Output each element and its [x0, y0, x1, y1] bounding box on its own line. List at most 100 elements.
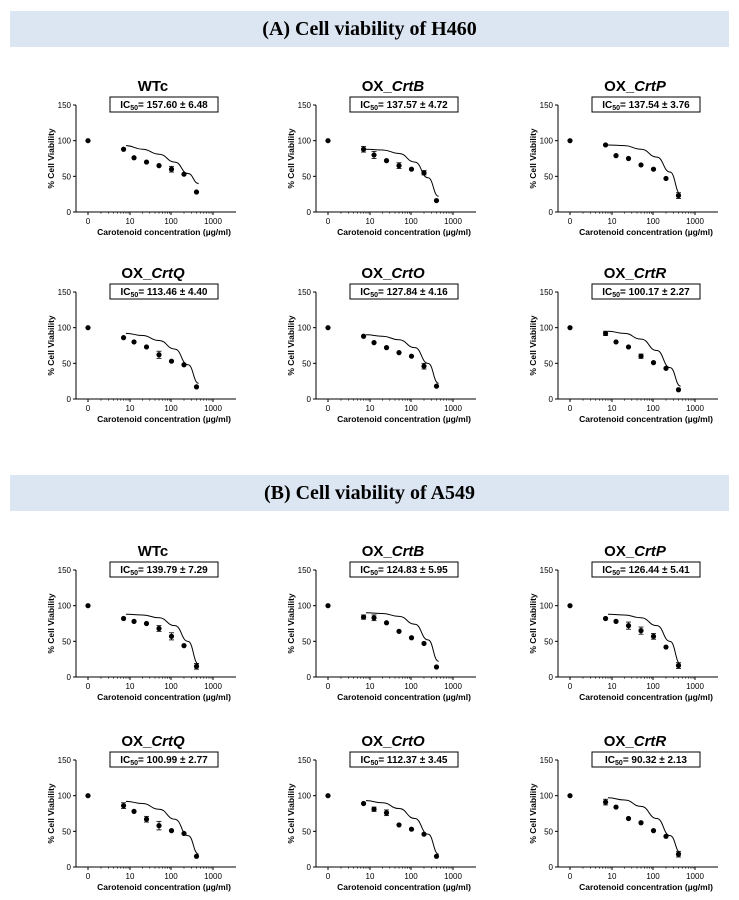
- y-axis-label: % Cell Viability: [46, 128, 56, 189]
- y-axis-label: % Cell Viability: [286, 128, 296, 189]
- ic50-value: = 100.17 ± 2.27: [620, 287, 690, 298]
- ic50-label: IC50= 139.79 ± 7.29: [120, 565, 208, 577]
- y-tick-label: 50: [62, 359, 71, 368]
- fit-curve: [125, 332, 199, 384]
- ic50-label: IC50= 137.54 ± 3.76: [602, 100, 690, 112]
- x-axis-label: Carotenoid concentration (µg/ml): [97, 692, 231, 702]
- chart-title-prefix: OX_: [604, 733, 635, 750]
- chart-title-gene: CrtO: [391, 733, 425, 750]
- data-point: [433, 664, 440, 670]
- y-axis-label: % Cell Viability: [528, 315, 538, 376]
- data-point: [181, 171, 187, 177]
- chart-title: OX_CrtR: [604, 265, 667, 282]
- ic50-value: = 139.79 ± 7.29: [138, 565, 208, 576]
- x-tick-label: 100: [404, 217, 418, 226]
- data-point: [396, 822, 402, 828]
- x-tick-label: 100: [646, 682, 660, 691]
- y-tick-label: 50: [302, 359, 311, 368]
- ic50-box: [591, 283, 701, 300]
- ic50-ic: IC: [361, 755, 371, 766]
- x-tick-label: 10: [608, 872, 617, 881]
- x-axis-label: Carotenoid concentration (µg/ml): [337, 227, 471, 237]
- x-axis-label: Carotenoid concentration (µg/ml): [337, 692, 471, 702]
- x-tick-label: 1000: [686, 217, 704, 226]
- y-axis-label: % Cell Viability: [286, 783, 296, 844]
- y-tick-label: 0: [67, 395, 72, 404]
- x-tick-label: 0: [326, 682, 331, 691]
- ic50-sub: 50: [130, 760, 138, 767]
- chart-title-prefix: OX_: [121, 265, 152, 282]
- data-point: [602, 330, 609, 336]
- x-tick-label: 1000: [204, 872, 222, 881]
- chart-title: WTc: [138, 78, 169, 95]
- data-point: [433, 853, 440, 859]
- x-axis-label: Carotenoid concentration (µg/ml): [579, 227, 713, 237]
- chart-title: OX_CrtQ: [121, 265, 185, 282]
- data-point: [383, 345, 390, 351]
- ic50-value: = 137.57 ± 4.72: [378, 100, 448, 111]
- data-point: [325, 793, 331, 799]
- data-point: [85, 138, 91, 144]
- ic50-value: = 126.44 ± 5.41: [620, 565, 690, 576]
- ic50-value: = 113.46 ± 4.40: [138, 287, 208, 298]
- x-tick-label: 100: [164, 682, 178, 691]
- fit-curve: [125, 613, 199, 665]
- data-point: [193, 189, 200, 195]
- ic50-ic: IC: [602, 287, 612, 298]
- x-tick-label: 0: [326, 217, 331, 226]
- data-point: [638, 628, 644, 634]
- x-tick-label: 0: [568, 872, 573, 881]
- chart-title: WTc: [138, 543, 169, 560]
- data-point: [408, 353, 415, 359]
- chart-title: OX_CrtQ: [121, 733, 185, 750]
- y-tick-label: 0: [67, 208, 72, 217]
- y-tick-label: 100: [298, 602, 312, 611]
- y-tick-label: 50: [62, 172, 71, 181]
- ic50-label: IC50= 126.44 ± 5.41: [602, 565, 690, 577]
- x-tick-label: 0: [568, 682, 573, 691]
- y-tick-label: 0: [307, 863, 312, 872]
- x-tick-label: 100: [404, 872, 418, 881]
- y-tick-label: 50: [544, 637, 553, 646]
- y-tick-label: 50: [62, 827, 71, 836]
- y-tick-label: 150: [540, 101, 554, 110]
- ic50-sub: 50: [615, 760, 623, 767]
- x-tick-label: 100: [404, 404, 418, 413]
- x-axis-label: Carotenoid concentration (µg/ml): [97, 882, 231, 892]
- data-point: [567, 603, 573, 609]
- x-tick-label: 10: [366, 217, 375, 226]
- y-axis-label: % Cell Viability: [46, 315, 56, 376]
- data-point: [396, 628, 402, 634]
- y-tick-label: 0: [549, 395, 554, 404]
- chart-title: OX_CrtR: [604, 733, 667, 750]
- x-tick-label: 1000: [686, 682, 704, 691]
- x-tick-label: 0: [568, 404, 573, 413]
- ic50-ic: IC: [360, 287, 370, 298]
- chart-title: OX_CrtP: [604, 543, 667, 560]
- y-tick-label: 50: [302, 637, 311, 646]
- y-tick-label: 100: [540, 137, 554, 146]
- data-point: [156, 352, 162, 358]
- x-tick-label: 10: [608, 404, 617, 413]
- data-point: [675, 192, 682, 199]
- data-point: [120, 335, 127, 341]
- y-tick-label: 150: [298, 288, 312, 297]
- data-point: [143, 620, 150, 627]
- data-point: [567, 325, 573, 331]
- ic50-ic: IC: [120, 100, 130, 111]
- fit-curve: [607, 330, 681, 387]
- y-tick-label: 0: [307, 395, 312, 404]
- chart-title-prefix: OX_: [362, 543, 393, 560]
- fit-curve: [365, 612, 439, 662]
- x-tick-label: 1000: [444, 404, 462, 413]
- x-tick-label: 100: [646, 217, 660, 226]
- ic50-box: [349, 751, 459, 768]
- x-axis-label: Carotenoid concentration (µg/ml): [337, 414, 471, 424]
- y-tick-label: 100: [58, 324, 72, 333]
- fit-curve: [365, 334, 439, 384]
- ic50-value: = 137.54 ± 3.76: [620, 100, 690, 111]
